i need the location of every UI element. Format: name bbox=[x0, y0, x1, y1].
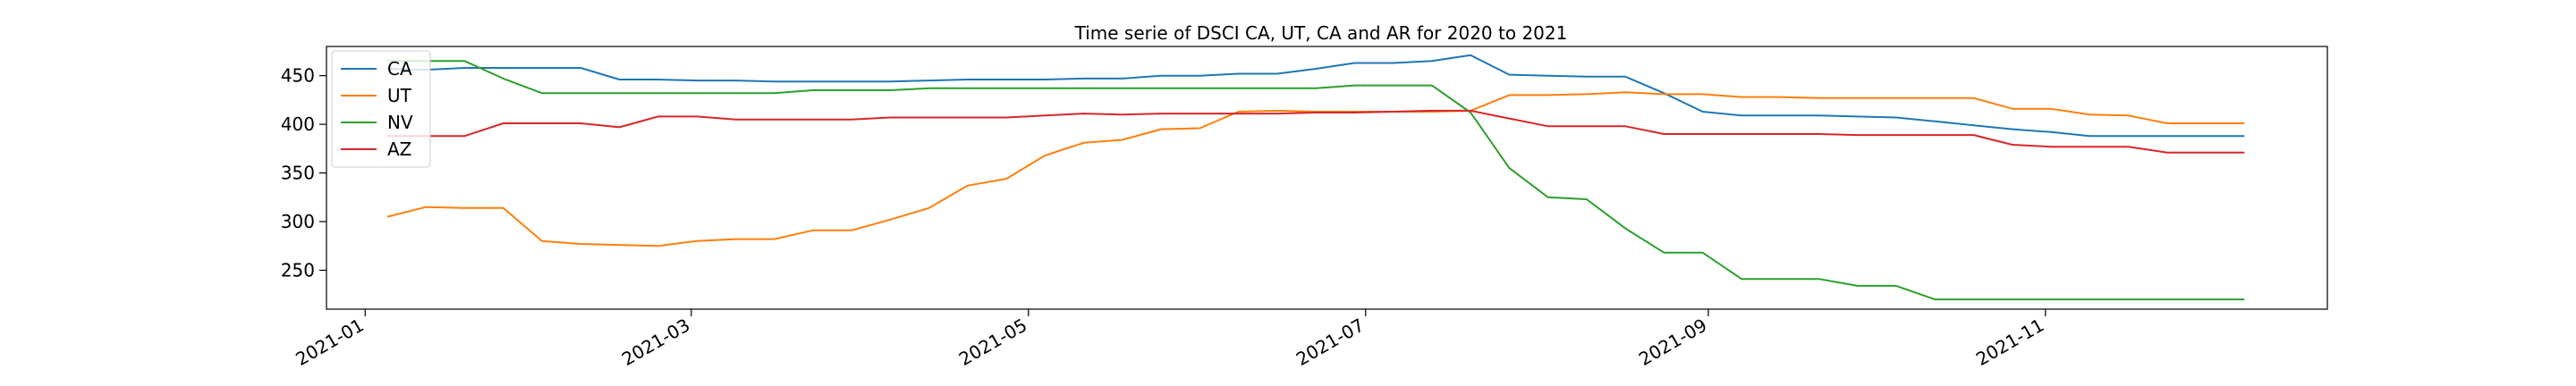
y-tick-label: 350 bbox=[281, 163, 315, 184]
chart-title: Time serie of DSCI CA, UT, CA and AR for… bbox=[1074, 22, 1568, 44]
series-line-nv bbox=[387, 60, 2245, 301]
plot-area-frame bbox=[326, 46, 2328, 310]
legend-label-ut: UT bbox=[387, 85, 412, 106]
series-line-az bbox=[387, 109, 2245, 154]
legend-box bbox=[331, 50, 431, 168]
y-axis: 250 300 350 400 450 bbox=[281, 65, 326, 281]
legend-label-nv: NV bbox=[387, 112, 413, 133]
y-tick-label: 450 bbox=[281, 65, 315, 87]
y-tick-label: 250 bbox=[281, 259, 315, 281]
series-lines bbox=[386, 54, 2245, 301]
legend-label-ca: CA bbox=[387, 58, 412, 80]
legend: CA UT NV AZ bbox=[331, 50, 431, 168]
legend-label-az: AZ bbox=[387, 138, 411, 160]
series-line-ca bbox=[386, 54, 2245, 138]
y-tick-label: 400 bbox=[281, 113, 315, 135]
y-tick-label: 300 bbox=[281, 211, 315, 232]
